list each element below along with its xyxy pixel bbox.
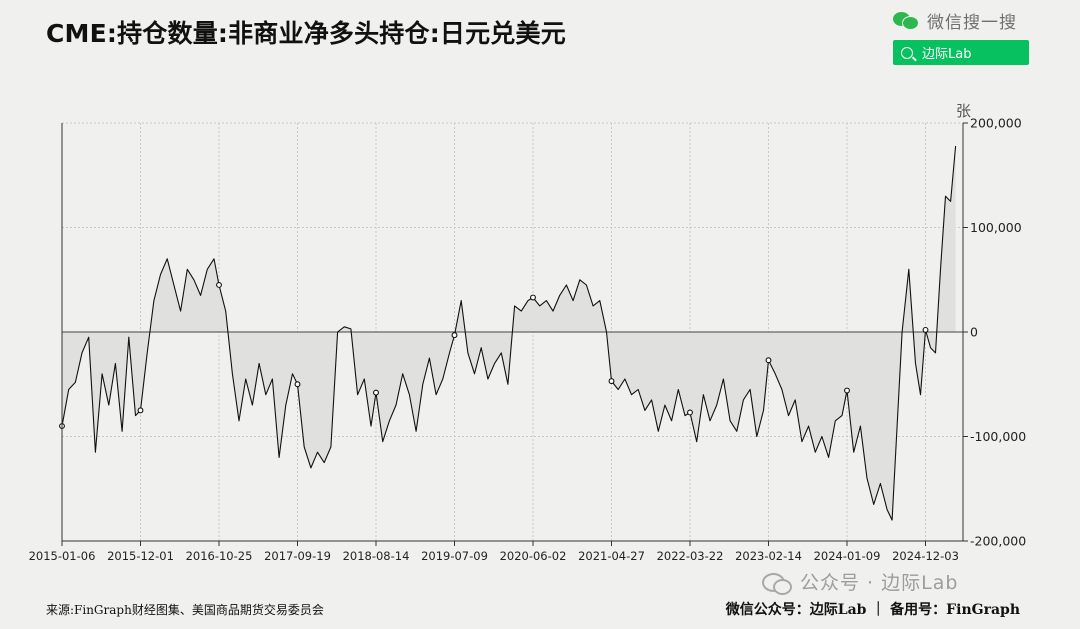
marker-point-5	[451, 332, 458, 339]
x-tick-label-6: 2020-06-02	[500, 549, 567, 563]
search-icon	[901, 46, 913, 59]
x-tick-label-10: 2024-01-09	[814, 549, 881, 563]
marker-point-3	[294, 381, 301, 388]
x-tick-label-7: 2021-04-27	[578, 549, 645, 563]
y-tick-label-2: 0	[970, 325, 978, 340]
marker-point-1	[137, 407, 144, 414]
marker-point-4	[373, 389, 379, 396]
marker-point-6	[530, 294, 536, 301]
x-tick-label-0: 2015-01-06	[29, 549, 96, 563]
y-axis-unit-label: 张	[956, 102, 971, 120]
wechat-icon	[893, 10, 919, 30]
y-axis-ticks: 200,000 100,000 0 -100,000 -200,000	[963, 116, 1026, 549]
y-tick-label-0: 200,000	[970, 116, 1022, 131]
marker-point-11	[922, 326, 929, 333]
account-note: 微信公众号：边际Lab ｜ 备用号：FinGraph	[725, 602, 1020, 618]
series-line	[61, 145, 957, 521]
marker-point-2	[216, 282, 222, 288]
x-tick-label-11: 2024-12-03	[892, 549, 959, 563]
y-tick-label-1: 100,000	[970, 220, 1022, 235]
watermark: 公众号 · 边际Lab	[762, 568, 958, 595]
wechat-search-widget[interactable]: 微信搜一搜 边际Lab	[893, 8, 1038, 65]
x-tick-label-5: 2019-07-09	[421, 549, 488, 563]
marker-point-8	[687, 409, 693, 416]
x-tick-label-1: 2015-12-01	[107, 549, 174, 563]
x-tick-label-9: 2023-02-14	[735, 549, 802, 563]
marker-point-7	[608, 378, 615, 385]
x-tick-label-8: 2022-03-22	[657, 549, 724, 563]
x-axis-ticks: 2015-01-06 2015-12-01 2016-10-25 2017-09-19…	[29, 541, 959, 563]
x-tick-label-4: 2018-08-14	[343, 549, 410, 563]
marker-point-9	[765, 357, 772, 364]
y-tick-label-3: -100,000	[970, 429, 1026, 444]
marker-point-10	[844, 387, 850, 394]
search-button[interactable]: 边际Lab	[893, 40, 1029, 65]
y-tick-label-4: -200,000	[970, 534, 1026, 549]
series-area-fill	[62, 146, 956, 521]
marker-points	[59, 282, 929, 429]
search-label: 边际Lab	[922, 47, 972, 62]
x-tick-label-3: 2017-09-19	[264, 549, 331, 563]
wechat-watermark-icon	[762, 571, 792, 595]
x-tick-label-2: 2016-10-25	[186, 549, 253, 563]
wechat-brand-label: 微信搜一搜	[927, 12, 1017, 33]
source-note: 来源:FinGraph财经图集、美国商品期货交易委员会	[46, 603, 324, 617]
watermark-text: 公众号 · 边际Lab	[800, 572, 959, 594]
chart-title: CME:持仓数量:非商业净多头持仓:日元兑美元	[46, 19, 566, 48]
